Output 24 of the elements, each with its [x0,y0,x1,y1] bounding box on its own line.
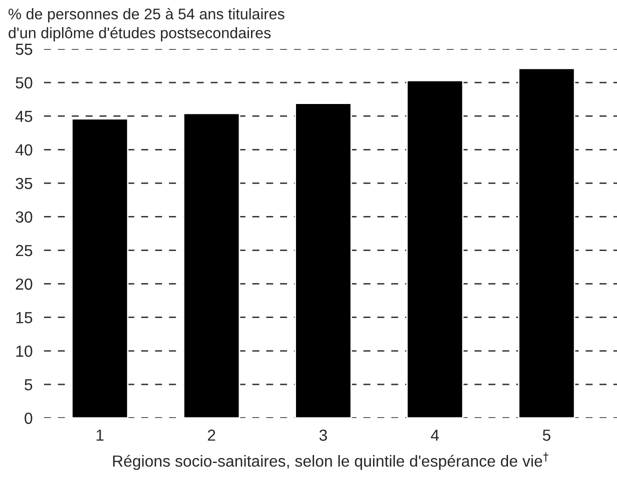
x-tick-label: 3 [319,430,327,441]
y-tick-label: 40 [15,144,32,156]
x-axis-title: Régions socio-sanitaires, selon le quintile d'espérance de vie$^{†}$ [113,452,548,470]
y-tick-label: 5 [24,379,32,390]
y-tick-label: 45 [15,110,32,122]
y-tick-label: 15 [16,312,32,324]
y-axis-title: % de personnes de 25 à 54 ans titulaires d'un diplôme d'études postsecondaires [8,8,284,42]
bar [71,118,128,418]
x-tick-label: 4 [430,430,439,441]
x-tick-label: 2 [208,430,216,441]
y-tick-label: 30 [16,211,32,223]
y-tick-label: 10 [16,346,32,357]
bar [406,80,464,418]
bar [294,102,352,418]
y-tick-label: 25 [16,244,32,256]
y-tick-label: 20 [16,278,32,290]
bar [518,68,576,418]
y-tick-label: 35 [16,178,32,190]
y-tick-label: 0 [24,412,32,424]
y-tick-label: 55 [16,44,32,55]
y-tick-label: 50 [16,77,32,88]
x-tick-label: 5 [542,430,550,441]
bar [182,112,240,418]
x-tick-label: 1 [96,430,104,441]
